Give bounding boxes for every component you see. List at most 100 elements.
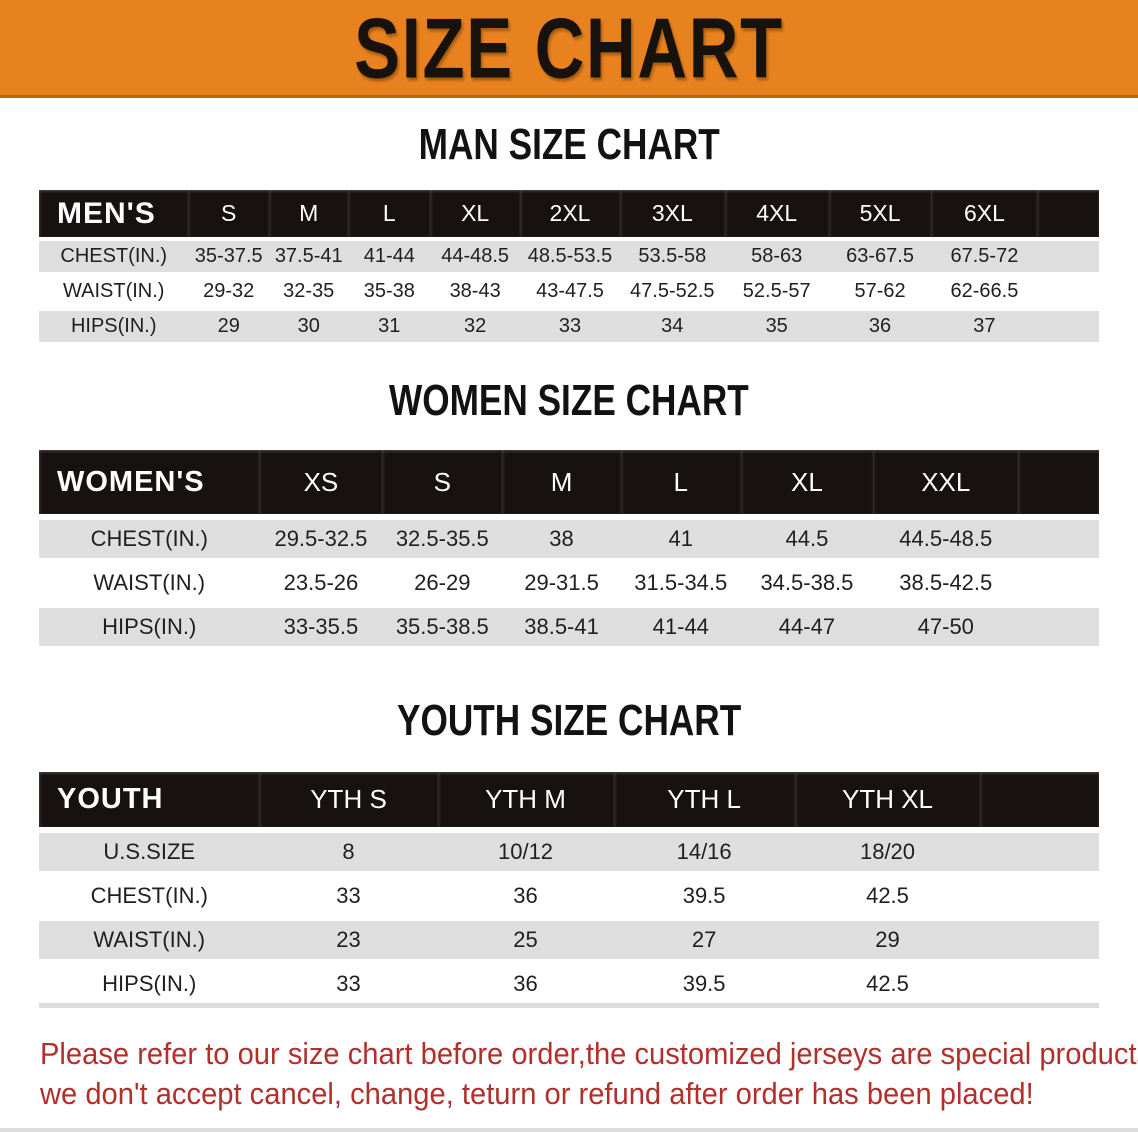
disclaimer-line-2: we don't accept cancel, change, teturn o… <box>40 1076 1034 1111</box>
table-corner-label: MEN'S <box>39 190 189 237</box>
row-label-cell: WAIST(IN.) <box>39 272 189 307</box>
value-cell: 23 <box>259 915 438 959</box>
value-cell: 35-38 <box>348 272 431 307</box>
size-column-header: YTH L <box>613 772 795 827</box>
size-column-header: 2XL <box>520 190 620 237</box>
value-cell: 67.5-72 <box>931 237 1038 272</box>
table-corner-label: YOUTH <box>39 772 260 827</box>
value-cell: 33 <box>520 307 620 342</box>
table-header-row: WOMEN'S XS S M L XL XXL <box>39 450 1099 514</box>
youth-size-table: YOUTH YTH S YTH M YTH L YTH XL U.S.SIZE 8 10/12… <box>39 772 1099 1008</box>
value-cell: 41-44 <box>620 602 741 646</box>
youth-chart-heading-text: YOUTH SIZE CHART <box>396 696 742 745</box>
spacer-cell <box>1037 237 1099 272</box>
value-cell: 33-35.5 <box>259 602 383 646</box>
value-cell: 10/12 <box>437 827 614 871</box>
value-cell: 47-50 <box>873 602 1019 646</box>
size-column-header: XL <box>430 190 521 237</box>
spacer-cell <box>1018 450 1099 514</box>
value-cell: 38.5-41 <box>502 602 621 646</box>
value-cell: 32 <box>430 307 521 342</box>
youth-chart-heading: YOUTH SIZE CHART <box>0 698 1138 744</box>
value-cell: 18/20 <box>794 827 981 871</box>
value-cell: 62-66.5 <box>931 272 1038 307</box>
men-section: MAN SIZE CHART MEN'S S M L XL 2XL 3XL 4XL 5XL 6XL… <box>0 122 1138 342</box>
value-cell: 35.5-38.5 <box>382 602 503 646</box>
value-cell: 29.5-32.5 <box>259 514 383 558</box>
value-cell: 35-37.5 <box>188 237 269 272</box>
row-label-cell: CHEST(IN.) <box>39 871 260 915</box>
value-cell: 58-63 <box>724 237 829 272</box>
table-header-row: MEN'S S M L XL 2XL 3XL 4XL 5XL 6XL <box>39 190 1099 237</box>
value-cell: 34 <box>619 307 725 342</box>
spacer-cell <box>980 772 1099 827</box>
women-chart-heading: WOMEN SIZE CHART <box>0 378 1138 424</box>
value-cell: 48.5-53.5 <box>520 237 620 272</box>
charts-area: MAN SIZE CHART MEN'S S M L XL 2XL 3XL 4XL 5XL 6XL… <box>0 122 1138 1008</box>
measurement-row: U.S.SIZE 8 10/12 14/16 18/20 <box>39 827 1099 871</box>
women-section: WOMEN SIZE CHART WOMEN'S XS S M L XL XXL CHEST(… <box>0 378 1138 646</box>
spacer-cell <box>1037 307 1099 342</box>
value-cell: 44.5 <box>740 514 874 558</box>
value-cell: 36 <box>437 871 614 915</box>
value-cell: 34.5-38.5 <box>740 558 874 602</box>
value-cell: 36 <box>828 307 932 342</box>
size-column-header: M <box>502 450 621 514</box>
value-cell: 14/16 <box>613 827 795 871</box>
size-column-header: L <box>348 190 431 237</box>
women-size-table: WOMEN'S XS S M L XL XXL CHEST(IN.) 29.5-32.5 32.5… <box>39 450 1099 646</box>
value-cell: 25 <box>437 915 614 959</box>
spacer-cell <box>980 827 1099 871</box>
spacer-cell <box>1018 602 1099 646</box>
men-size-table: MEN'S S M L XL 2XL 3XL 4XL 5XL 6XL CHEST(IN.) 35-37… <box>39 190 1099 342</box>
measurement-row: WAIST(IN.) 29-32 32-35 35-38 38-43 43-47.5 47.… <box>39 272 1099 307</box>
women-chart-heading-text: WOMEN SIZE CHART <box>389 376 749 425</box>
value-cell: 38-43 <box>430 272 521 307</box>
value-cell: 47.5-52.5 <box>619 272 725 307</box>
row-label-cell: U.S.SIZE <box>39 827 260 871</box>
row-label-cell: HIPS(IN.) <box>39 959 260 1003</box>
spacer-cell <box>980 959 1099 1003</box>
size-column-header: 6XL <box>931 190 1038 237</box>
value-cell: 43-47.5 <box>520 272 620 307</box>
value-cell: 37 <box>931 307 1038 342</box>
value-cell: 41-44 <box>348 237 431 272</box>
men-chart-heading-text: MAN SIZE CHART <box>418 120 720 169</box>
value-cell: 42.5 <box>794 871 981 915</box>
value-cell: 31.5-34.5 <box>620 558 741 602</box>
men-chart-heading: MAN SIZE CHART <box>0 122 1138 168</box>
row-label-cell: CHEST(IN.) <box>39 514 260 558</box>
value-cell: 38 <box>502 514 621 558</box>
row-label-cell: HIPS(IN.) <box>39 307 189 342</box>
value-cell: 33 <box>259 871 438 915</box>
size-column-header: YTH XL <box>794 772 981 827</box>
value-cell: 44-47 <box>740 602 874 646</box>
page-title: SIZE CHART <box>354 0 784 96</box>
spacer-cell <box>980 915 1099 959</box>
spacer-cell <box>1037 190 1099 237</box>
size-column-header: YTH S <box>259 772 438 827</box>
row-label-cell: HIPS(IN.) <box>39 602 260 646</box>
value-cell: 42.5 <box>794 959 981 1003</box>
measurement-row: CHEST(IN.) 35-37.5 37.5-41 41-44 44-48.5 48.5… <box>39 237 1099 272</box>
bottom-edge-line <box>0 1128 1138 1132</box>
banner: SIZE CHART <box>0 0 1138 98</box>
value-cell: 29-32 <box>188 272 269 307</box>
measurement-row: WAIST(IN.) 23 25 27 29 <box>39 915 1099 959</box>
value-cell: 57-62 <box>828 272 932 307</box>
measurement-row: HIPS(IN.) 33-35.5 35.5-38.5 38.5-41 41-44 44-… <box>39 602 1099 646</box>
measurement-row: HIPS(IN.) 33 36 39.5 42.5 <box>39 959 1099 1003</box>
value-cell: 27 <box>613 915 795 959</box>
size-column-header: 3XL <box>619 190 725 237</box>
value-cell: 39.5 <box>613 871 795 915</box>
row-label-cell: WAIST(IN.) <box>39 558 260 602</box>
size-column-header: S <box>382 450 503 514</box>
spacer-cell <box>1037 272 1099 307</box>
value-cell: 32-35 <box>269 272 349 307</box>
value-cell: 41 <box>620 514 741 558</box>
size-column-header: 5XL <box>828 190 932 237</box>
value-cell: 44-48.5 <box>430 237 521 272</box>
size-column-header: XL <box>740 450 874 514</box>
value-cell: 23.5-26 <box>259 558 383 602</box>
size-column-header: M <box>269 190 349 237</box>
